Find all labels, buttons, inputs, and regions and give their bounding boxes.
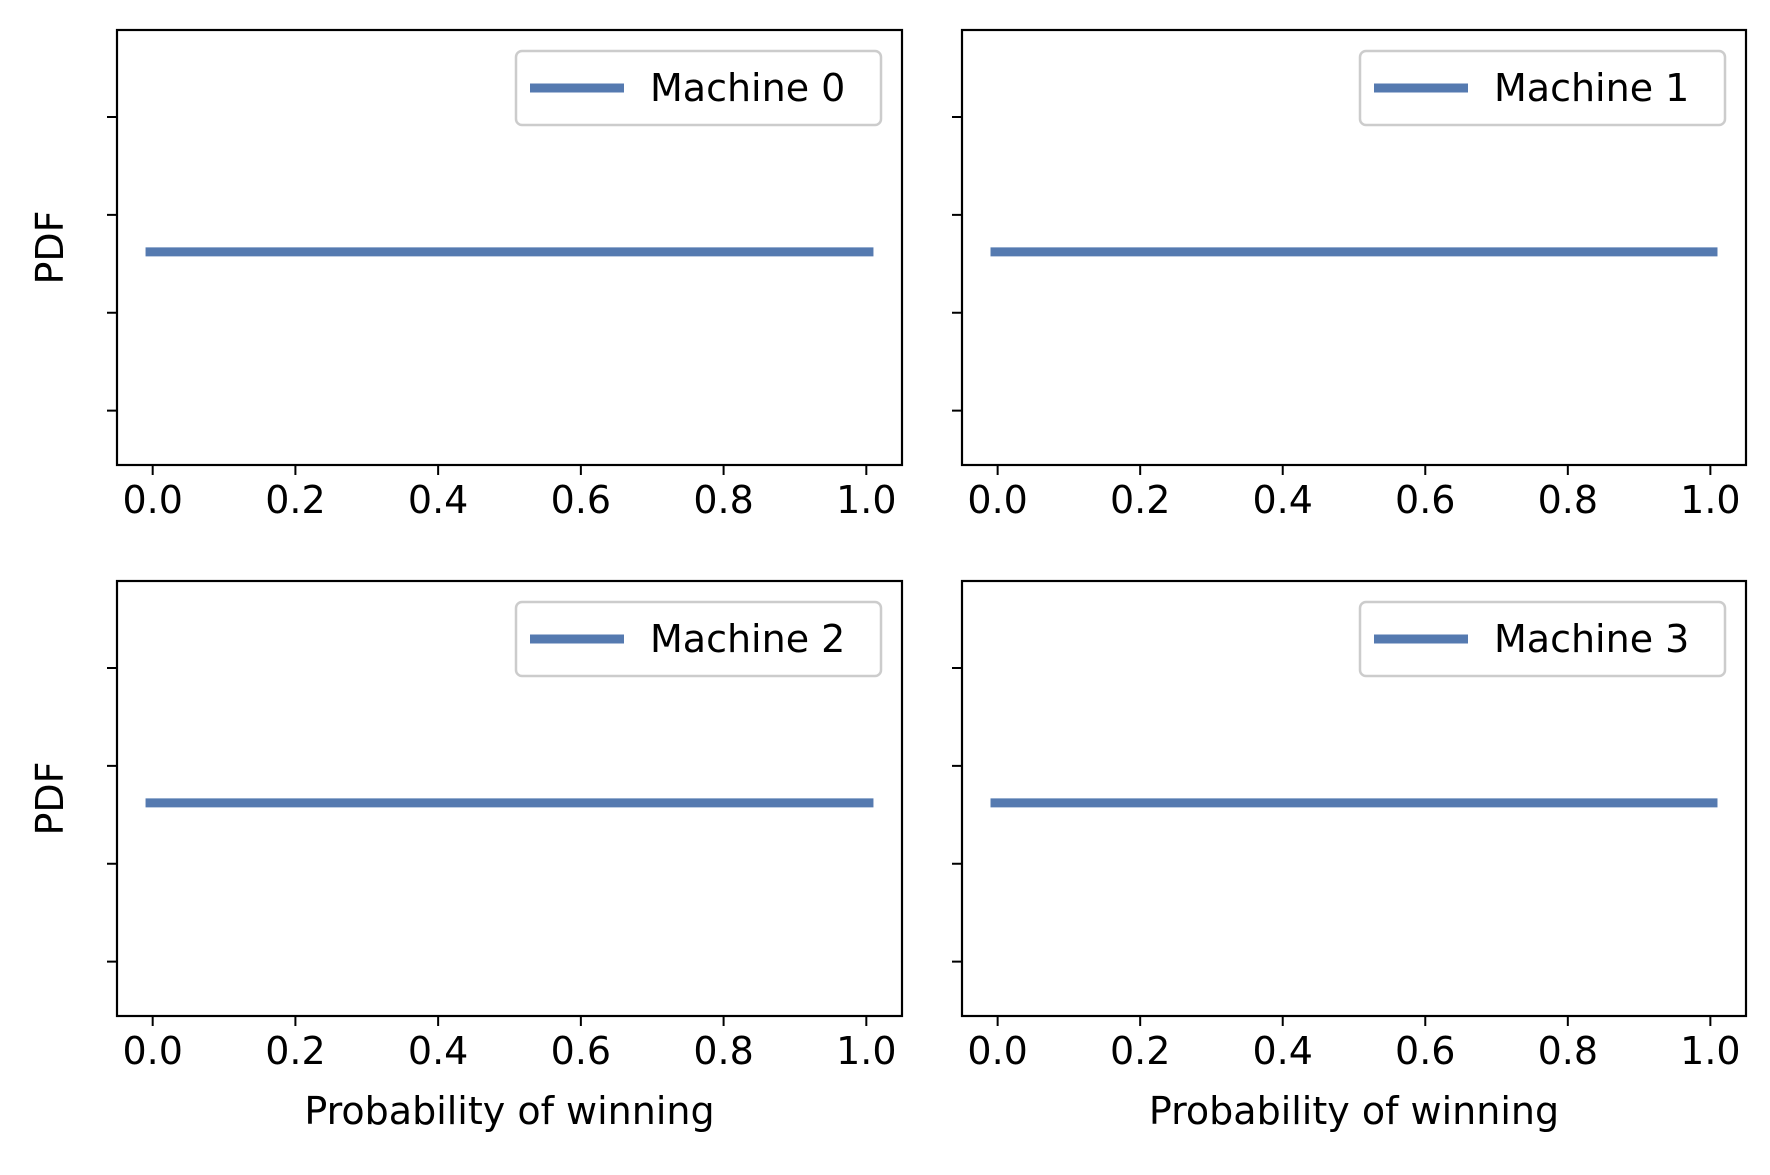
legend: Machine 1 xyxy=(1358,49,1727,127)
x-tick-label: 0.6 xyxy=(551,478,611,522)
legend-box xyxy=(1358,49,1727,127)
x-tick-label: 1.0 xyxy=(1680,478,1740,522)
x-tick-label: 0.4 xyxy=(408,478,468,522)
x-tick-label: 0.2 xyxy=(1110,1029,1170,1073)
subplot-0: 0.0 0.2 0.4 0.6 0.8 1.0 PDF Machine 0 xyxy=(28,28,904,522)
x-tick-label: 0.8 xyxy=(1538,1029,1598,1073)
x-tick-label: 0.2 xyxy=(265,478,325,522)
subplot-1: 0.0 0.2 0.4 0.6 0.8 1.0 Machine 1 xyxy=(952,28,1748,522)
x-tick-label: 0.2 xyxy=(1110,478,1170,522)
legend-label: Machine 2 xyxy=(650,617,845,661)
x-tick-label: 0.4 xyxy=(1253,1029,1313,1073)
y-axis-label: PDF xyxy=(28,761,72,835)
x-tick-label: 0.4 xyxy=(408,1029,468,1073)
legend-label: Machine 0 xyxy=(650,66,845,110)
x-axis-label: Probability of winning xyxy=(1149,1089,1559,1133)
legend-label: Machine 3 xyxy=(1494,617,1689,661)
legend-box xyxy=(514,600,883,678)
x-axis-label: Probability of winning xyxy=(304,1089,714,1133)
x-tick-label: 0.6 xyxy=(1395,1029,1455,1073)
x-tick-label: 1.0 xyxy=(836,1029,896,1073)
x-tick-label: 0.4 xyxy=(1253,478,1313,522)
axes-frame xyxy=(960,579,1748,1018)
x-tick-label: 0.0 xyxy=(967,478,1027,522)
legend-box xyxy=(1358,600,1727,678)
x-tick-label: 0.6 xyxy=(1395,478,1455,522)
legend: Machine 2 xyxy=(514,600,883,678)
x-tick-label: 0.0 xyxy=(122,1029,182,1073)
x-tick-label: 0.0 xyxy=(122,478,182,522)
subplot-2: 0.0 0.2 0.4 0.6 0.8 1.0 PDF Probability of winn… xyxy=(28,579,904,1133)
x-tick-label: 0.8 xyxy=(1538,478,1598,522)
legend: Machine 3 xyxy=(1358,600,1727,678)
x-tick-label: 0.8 xyxy=(693,1029,753,1073)
legend-label: Machine 1 xyxy=(1494,66,1689,110)
legend: Machine 0 xyxy=(514,49,883,127)
x-tick-label: 0.8 xyxy=(693,478,753,522)
x-tick-label: 0.6 xyxy=(551,1029,611,1073)
axes-frame xyxy=(115,579,904,1018)
axes-frame xyxy=(115,28,904,467)
subplot-3: 0.0 0.2 0.4 0.6 0.8 1.0 Probability of winning… xyxy=(952,579,1748,1133)
x-tick-label: 1.0 xyxy=(836,478,896,522)
y-axis-label: PDF xyxy=(28,210,72,284)
x-tick-label: 0.2 xyxy=(265,1029,325,1073)
legend-box xyxy=(514,49,883,127)
x-tick-label: 0.0 xyxy=(967,1029,1027,1073)
axes-frame xyxy=(960,28,1748,467)
x-tick-label: 1.0 xyxy=(1680,1029,1740,1073)
